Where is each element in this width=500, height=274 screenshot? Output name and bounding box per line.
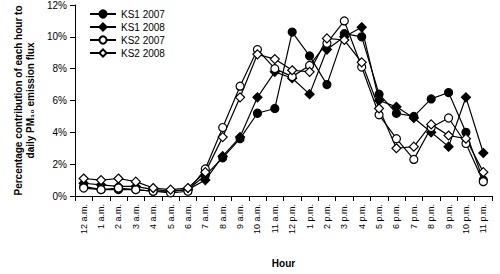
svg-text:2 p.m.: 2 p.m. (322, 204, 332, 229)
svg-text:12 a.m.: 12 a.m. (79, 204, 89, 234)
svg-text:4 a.m.: 4 a.m. (148, 204, 158, 229)
svg-text:8 p.m.: 8 p.m. (426, 204, 436, 229)
svg-text:daily PM₁₀ emission flux: daily PM₁₀ emission flux (25, 42, 36, 158)
svg-text:7 a.m.: 7 a.m. (200, 204, 210, 229)
svg-text:KS2 2008: KS2 2008 (121, 48, 165, 59)
svg-text:12%: 12% (47, 0, 67, 11)
svg-text:10 a.m.: 10 a.m. (252, 204, 262, 234)
svg-text:3 p.m.: 3 p.m. (339, 204, 349, 229)
svg-text:2 a.m.: 2 a.m. (113, 204, 123, 229)
svg-text:1 p.m.: 1 p.m. (305, 204, 315, 229)
svg-text:12 p.m.: 12 p.m. (287, 204, 297, 234)
svg-text:Percentage contribution of eac: Percentage contribution of each hour to (13, 5, 24, 195)
svg-text:KS2 2007: KS2 2007 (121, 35, 165, 46)
svg-text:6 a.m.: 6 a.m. (183, 204, 193, 229)
svg-text:KS1 2008: KS1 2008 (121, 22, 165, 33)
svg-text:8%: 8% (53, 63, 68, 74)
svg-text:4 p.m.: 4 p.m. (357, 204, 367, 229)
svg-text:5 a.m.: 5 a.m. (166, 204, 176, 229)
svg-text:7 p.m.: 7 p.m. (409, 204, 419, 229)
svg-text:5 p.m.: 5 p.m. (374, 204, 384, 229)
svg-text:0%: 0% (53, 191, 68, 202)
svg-text:8 a.m.: 8 a.m. (218, 204, 228, 229)
svg-text:10%: 10% (47, 31, 67, 42)
svg-text:3 a.m.: 3 a.m. (131, 204, 141, 229)
svg-text:10 p.m.: 10 p.m. (461, 204, 471, 234)
svg-text:2%: 2% (53, 159, 68, 170)
svg-text:4%: 4% (53, 127, 68, 138)
svg-text:6%: 6% (53, 95, 68, 106)
svg-text:9 p.m.: 9 p.m. (444, 204, 454, 229)
svg-text:6 p.m.: 6 p.m. (391, 204, 401, 229)
svg-text:KS1 2007: KS1 2007 (121, 9, 165, 20)
svg-text:11 p.m.: 11 p.m. (478, 204, 488, 233)
svg-text:11 a.m.: 11 a.m. (270, 204, 280, 233)
svg-text:Hour: Hour (272, 258, 295, 269)
svg-text:9 a.m.: 9 a.m. (235, 204, 245, 229)
svg-text:1 a.m.: 1 a.m. (96, 204, 106, 229)
